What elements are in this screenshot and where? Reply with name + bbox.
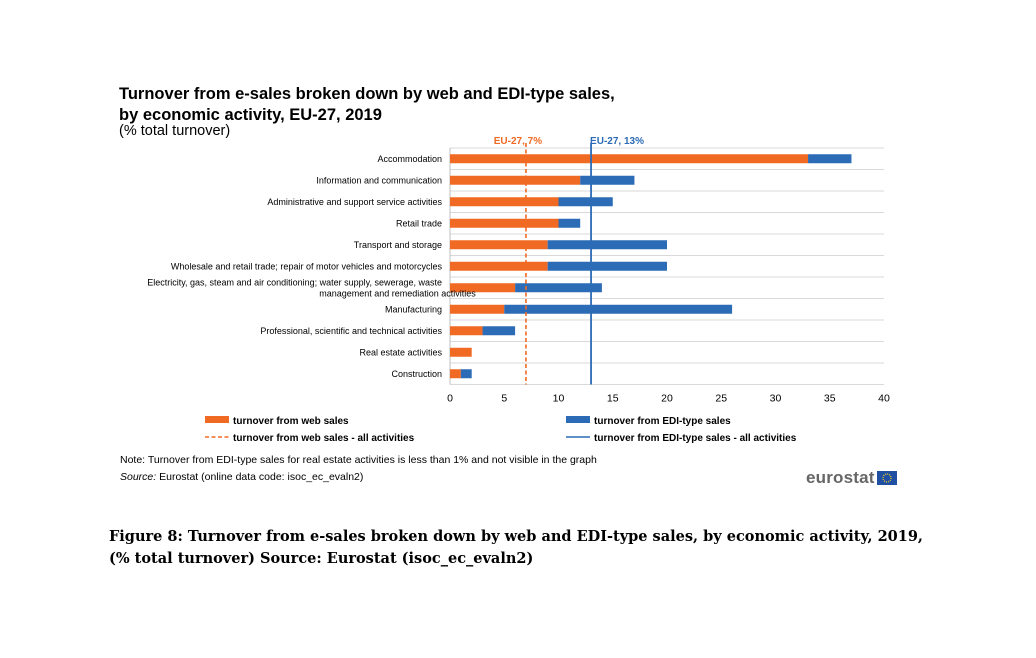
bar-chart: Accommodation Information and communicati… (147, 136, 890, 444)
category-label-line: Electricity, gas, steam and air conditio… (147, 277, 442, 287)
legend-label: turnover from web sales (233, 416, 349, 427)
chart-subtitle: (% total turnover) (119, 123, 231, 139)
legend-label: turnover from web sales - all activities (233, 433, 415, 444)
category-label: Real estate activities (359, 347, 442, 357)
bar-web-sales (450, 326, 483, 336)
bar-edi-sales (580, 175, 635, 185)
bar-web-sales (450, 175, 581, 185)
bar-edi-sales (482, 326, 516, 336)
x-tick-label: 35 (824, 393, 836, 405)
x-tick-label: 25 (715, 393, 727, 405)
bar-web-sales (450, 197, 559, 207)
category-label: Information and communication (316, 175, 442, 185)
x-tick-label: 15 (607, 393, 619, 405)
chart-source: Source: Eurostat (online data code: isoc… (120, 471, 363, 483)
category-label: Professional, scientific and technical a… (260, 326, 442, 336)
chart-note: Note: Turnover from EDI-type sales for r… (120, 454, 597, 466)
category-label: Electricity, gas, steam and air conditio… (147, 277, 476, 298)
eurostat-logo: eurostat (806, 468, 897, 488)
bar-web-sales (450, 304, 505, 314)
x-tick-label: 20 (661, 393, 673, 405)
bar-edi-sales (504, 304, 733, 314)
reference-label-web: EU-27, 7% (494, 136, 542, 147)
bar-edi-sales (547, 240, 667, 250)
category-label: Manufacturing (385, 304, 442, 314)
chart-title-line2: by economic activity, EU-27, 2019 (119, 106, 382, 124)
bar-web-sales (450, 261, 548, 271)
bar-web-sales (450, 218, 559, 228)
legend-swatch-edi (566, 416, 590, 423)
logo-text: eurostat (806, 468, 875, 487)
legend-label: turnover from EDI-type sales - all activ… (594, 433, 797, 444)
chart-title-line1: Turnover from e-sales broken down by web… (119, 85, 615, 103)
source-text: Eurostat (online data code: isoc_ec_eval… (156, 471, 364, 483)
x-tick-label: 30 (770, 393, 782, 405)
category-label: Transport and storage (354, 240, 442, 250)
x-tick-label: 10 (553, 393, 565, 405)
x-tick-label: 40 (878, 393, 890, 405)
figure-caption: Figure 8: Turnover from e-sales broken d… (109, 528, 923, 567)
bar-web-sales (450, 283, 516, 293)
bar-web-sales (450, 369, 461, 379)
x-tick-label: 5 (501, 393, 507, 405)
bar-web-sales (450, 240, 548, 250)
chart-title: Turnover from e-sales broken down by web… (119, 84, 615, 126)
reference-label-edi: EU-27, 13% (590, 136, 644, 147)
category-label-line: management and remediation activities (319, 288, 476, 298)
bar-edi-sales (460, 369, 472, 379)
eu-flag-icon (876, 471, 897, 485)
category-label: Accommodation (377, 154, 442, 164)
legend-label: turnover from EDI-type sales (594, 416, 731, 427)
bar-edi-sales (547, 261, 667, 271)
bar-web-sales (450, 154, 809, 164)
source-prefix: Source: (120, 471, 157, 483)
category-label: Retail trade (396, 218, 442, 228)
category-label: Administrative and support service activ… (267, 197, 442, 207)
category-label: Construction (391, 369, 442, 379)
bar-edi-sales (808, 154, 852, 164)
category-label: Wholesale and retail trade; repair of mo… (171, 261, 443, 271)
x-tick-label: 0 (447, 393, 453, 405)
legend-swatch-web (205, 416, 229, 423)
bar-edi-sales (515, 283, 602, 293)
bar-edi-sales (558, 197, 613, 207)
bar-edi-sales (558, 218, 581, 228)
bar-web-sales (450, 347, 472, 357)
